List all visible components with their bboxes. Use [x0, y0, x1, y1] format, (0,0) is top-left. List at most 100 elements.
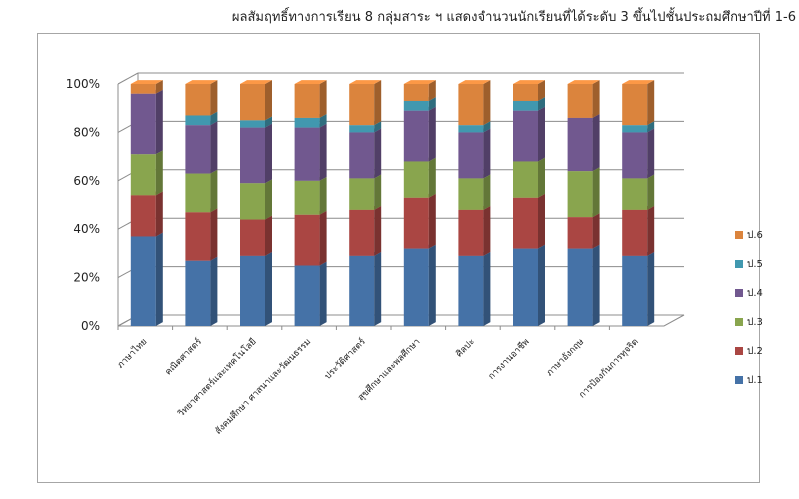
bar-segment — [622, 125, 648, 133]
bar-top — [349, 80, 382, 84]
bar-segment — [349, 178, 375, 210]
bar-segment — [349, 125, 375, 133]
bar-side — [538, 106, 545, 162]
bar-side — [647, 80, 655, 126]
bar-side — [210, 208, 218, 261]
legend-swatch — [735, 347, 743, 355]
legend-item: ป.4 — [735, 286, 763, 300]
bar-segment — [622, 84, 648, 126]
bar-top — [622, 80, 655, 84]
bar-segment — [622, 178, 648, 210]
bar-segment — [240, 183, 265, 220]
bar-segment — [513, 110, 538, 162]
bar-segment — [622, 255, 648, 326]
bar-segment — [403, 161, 429, 198]
bar-segment — [240, 255, 265, 326]
bar-side — [592, 213, 600, 249]
bar-segment — [349, 84, 375, 126]
bar-top — [513, 80, 545, 84]
bar-segment — [403, 110, 429, 162]
y-tick-label: 0% — [81, 319, 100, 333]
bar-side — [319, 123, 327, 181]
legend-swatch — [735, 289, 743, 297]
bar-side — [374, 251, 382, 326]
bar-side — [374, 174, 382, 210]
bar-segment — [130, 93, 156, 155]
bar-side — [592, 114, 600, 172]
legend-item: ป.5 — [735, 257, 763, 271]
bar-side — [483, 174, 491, 210]
bar-segment — [130, 154, 156, 196]
bar-segment — [622, 132, 648, 179]
bar-segment — [130, 84, 156, 94]
bar-side — [374, 80, 382, 126]
bar-segment — [622, 209, 648, 256]
bar-side — [428, 244, 436, 326]
y-tick-label: 100% — [66, 77, 100, 91]
bar-side — [210, 111, 218, 126]
bar-segment — [567, 84, 593, 118]
bar-top — [567, 80, 600, 84]
bar-side — [428, 193, 436, 249]
bar-segment — [513, 84, 538, 101]
bar-segment — [458, 178, 484, 210]
bar-side — [374, 121, 382, 133]
bar-segment — [567, 117, 593, 172]
x-tick-label: ภาษาไทย — [115, 336, 149, 370]
bar-side — [483, 121, 491, 133]
bar-side — [319, 210, 327, 266]
legend-swatch — [735, 260, 743, 268]
bar-segment — [294, 84, 320, 118]
bar-side — [319, 261, 327, 326]
x-tick-label: คณิตศาสตร์ — [162, 336, 204, 378]
bar-side — [265, 116, 272, 128]
bar-side — [647, 174, 655, 210]
bar-segment — [458, 125, 484, 133]
bar-segment — [403, 100, 429, 111]
y-tick-label: 20% — [73, 271, 100, 285]
bar-side — [374, 205, 382, 256]
bar-side — [428, 97, 436, 111]
legend-label: ป.4 — [747, 287, 763, 299]
bar-top — [185, 80, 218, 84]
bar-side — [265, 251, 272, 326]
y-tick-label: 80% — [73, 125, 100, 139]
legend-item: ป.6 — [735, 228, 763, 242]
x-tick-label: ศิลปะ — [454, 336, 477, 359]
bar-side — [538, 157, 545, 198]
bar-segment — [185, 115, 211, 126]
legend-swatch — [735, 376, 743, 384]
bar-side — [647, 205, 655, 256]
bar-segment — [130, 236, 156, 326]
bar-side — [155, 150, 163, 196]
bar-side — [538, 97, 545, 111]
bar-side — [319, 80, 327, 118]
bar-side — [592, 244, 600, 326]
x-tick-label: การงานอาชีพ — [486, 336, 532, 382]
bar-top — [403, 80, 436, 84]
bar-segment — [349, 132, 375, 179]
bar-segment — [185, 84, 211, 116]
bar-segment — [240, 127, 265, 184]
bar-side — [538, 244, 545, 326]
legend-label: ป.3 — [747, 316, 763, 328]
bar-segment — [185, 212, 211, 261]
legend-item: ป.3 — [735, 315, 763, 329]
bar-segment — [403, 248, 429, 326]
gridline-side — [117, 72, 139, 85]
bar-side — [155, 80, 163, 94]
x-tick-label: สุขศึกษาและพลศึกษา — [356, 336, 423, 403]
bar-side — [210, 121, 218, 174]
bar-side — [155, 232, 163, 326]
bar-segment — [458, 132, 484, 179]
legend-item: ป.1 — [735, 373, 763, 387]
bar-segment — [567, 217, 593, 249]
bar-side — [265, 123, 272, 184]
bar-side — [592, 167, 600, 218]
bar-segment — [513, 100, 538, 111]
bar-segment — [294, 117, 320, 128]
bar-side — [210, 169, 218, 213]
bar-side — [319, 114, 327, 128]
bar-side — [647, 121, 655, 133]
bar-segment — [513, 161, 538, 198]
